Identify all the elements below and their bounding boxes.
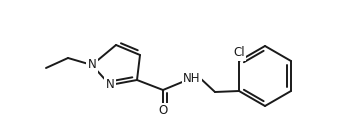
Text: Cl: Cl: [233, 47, 245, 59]
Text: N: N: [106, 79, 114, 91]
Text: N: N: [87, 59, 96, 71]
Text: O: O: [158, 104, 168, 117]
Text: NH: NH: [183, 71, 201, 84]
